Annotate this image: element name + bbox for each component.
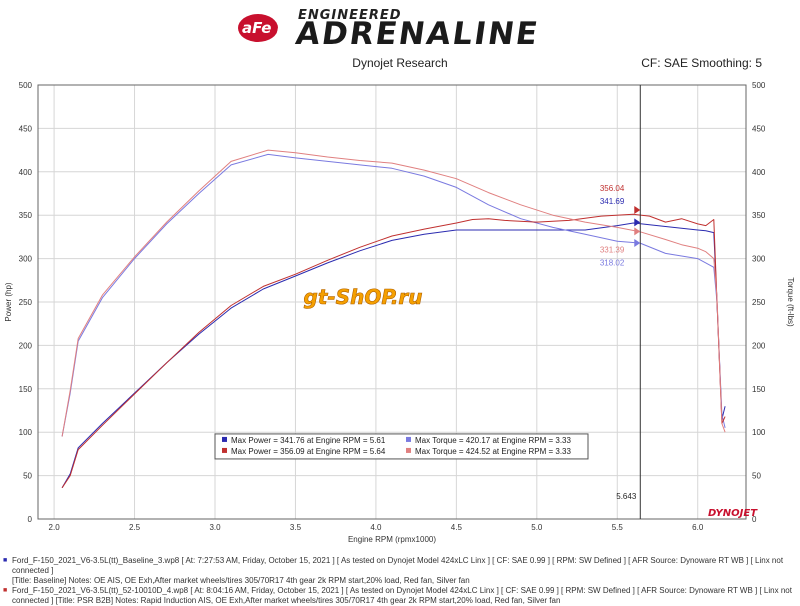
y-tick-label: 500: [19, 81, 33, 90]
plot-frame: [37, 84, 747, 520]
series-line-intake_power: [61, 213, 726, 489]
legend-entry-intake_power: Max Power = 356.09 at Engine RPM = 5.64: [231, 447, 386, 456]
y-tick-label: 0: [28, 515, 33, 524]
legend: Max Power = 341.76 at Engine RPM = 5.61 M…: [214, 433, 589, 460]
cursor-value-baseline_torque: 318.02: [600, 259, 625, 268]
legend-swatch-baseline_torque: [406, 436, 411, 442]
cursor-layer: 5.643 356.04 341.69 331.39 318.02: [600, 85, 641, 519]
cursor-marker-baseline_torque: [634, 238, 641, 247]
y2-tick-label: 0: [752, 515, 757, 524]
y-tick-label: 50: [23, 472, 32, 481]
x-axis-label: Engine RPM (rpmx1000): [348, 535, 436, 544]
series-line-baseline_torque: [61, 153, 726, 437]
cursor-value-intake_power: 356.04: [600, 184, 625, 193]
y2-tick-label: 500: [752, 81, 766, 90]
y2-tick-label: 100: [752, 428, 766, 437]
legend-entry-baseline_torque: Max Torque = 420.17 at Engine RPM = 3.33: [415, 436, 572, 445]
y-tick-label: 450: [19, 124, 33, 133]
x-tick-label: 3.5: [290, 523, 302, 532]
y-tick-label: 350: [19, 211, 33, 220]
cursor-marker-intake_torque: [634, 227, 641, 236]
series-line-intake_torque: [61, 149, 726, 437]
y2-tick-label: 350: [752, 211, 766, 220]
y2-tick-label: 450: [752, 124, 766, 133]
intake-run-notes: connected ] [Title: PSR B2B] Notes: Rapi…: [12, 596, 561, 605]
run-notes: ■ Ford_F-150_2021_V6-3.5L(tt)_Baseline_3…: [0, 556, 800, 606]
y-tick-label: 150: [19, 385, 33, 394]
y-tick-label: 100: [19, 428, 33, 437]
y2-axis-label: Torque (ft-lbs): [786, 277, 795, 327]
afe-logo-text: aFe POWER: [242, 19, 294, 37]
chart-subtitle: Dynojet Research: [352, 56, 448, 70]
baseline-marker-icon: ■: [3, 557, 8, 564]
x-tick-label: 2.0: [49, 523, 61, 532]
baseline-run-notes: [Title: Baseline] Notes: OE AIS, OE Exh,…: [12, 576, 470, 585]
cursor-marker-intake_power: [634, 205, 641, 214]
y-tick-label: 200: [19, 341, 33, 350]
y-axis-label: Power (hp): [4, 282, 13, 321]
dynojet-logo: DYNOJET: [708, 508, 758, 519]
x-tick-label: 6.0: [692, 523, 704, 532]
cursor-marker-baseline_power: [634, 218, 641, 227]
brand-tagline: ENGINEERED: [298, 8, 402, 23]
y2-tick-label: 250: [752, 298, 766, 307]
x-tick-label: 4.0: [370, 523, 382, 532]
y-axis-ticks: 0 50 100 150 200 250 300 350 400 450 500: [19, 81, 33, 524]
x-tick-label: 4.5: [451, 523, 463, 532]
y-tick-label: 250: [19, 298, 33, 307]
series-layer: [61, 149, 726, 489]
y-tick-label: 300: [19, 255, 33, 264]
intake-run-info: Ford_F-150_2021_V6-3.5L(tt)_52-10010D_4.…: [12, 586, 792, 595]
header: aFe POWER ENGINEERED ADRENALINE Dynojet …: [0, 0, 800, 80]
watermark: gt-ShOP.ru: [304, 285, 423, 309]
cursor-value-intake_torque: 331.39: [600, 246, 625, 255]
correction-factor-info: CF: SAE Smoothing: 5: [641, 56, 762, 70]
afe-logo: aFe POWER: [238, 14, 294, 42]
y2-tick-label: 300: [752, 255, 766, 264]
intake-marker-icon: ■: [3, 587, 8, 594]
cursor-rpm-label: 5.643: [616, 492, 637, 501]
baseline-run-info: Ford_F-150_2021_V6-3.5L(tt)_Baseline_3.w…: [12, 556, 784, 575]
legend-entry-baseline_power: Max Power = 341.76 at Engine RPM = 5.61: [231, 436, 386, 445]
brand-title: ADRENALINE: [293, 16, 542, 52]
x-tick-label: 2.5: [129, 523, 141, 532]
x-tick-label: 3.0: [209, 523, 221, 532]
y2-tick-label: 150: [752, 385, 766, 394]
legend-entry-intake_torque: Max Torque = 424.52 at Engine RPM = 3.33: [415, 447, 572, 456]
x-tick-label: 5.5: [612, 523, 624, 532]
x-axis-ticks: 2.0 2.5 3.0 3.5 4.0 4.5 5.0 5.5 6.0: [49, 523, 704, 532]
legend-swatch-baseline_power: [222, 436, 227, 442]
legend-box: [214, 433, 589, 460]
dyno-chart: 2.0 2.5 3.0 3.5 4.0 4.5 5.0 5.5 6.0 0 50 100 150 200…: [4, 81, 795, 544]
y2-tick-label: 50: [752, 472, 761, 481]
y2-axis-ticks: 0 50 100 150 200 250 300 350 400 450 500: [752, 81, 766, 524]
intake-run-note: ■ Ford_F-150_2021_V6-3.5L(tt)_52-10010D_…: [0, 586, 800, 606]
y-tick-label: 400: [19, 168, 33, 177]
cursor-value-baseline_power: 341.69: [600, 197, 625, 206]
x-tick-label: 5.0: [531, 523, 543, 532]
baseline-run-note: ■ Ford_F-150_2021_V6-3.5L(tt)_Baseline_3…: [0, 556, 800, 586]
y2-tick-label: 200: [752, 341, 766, 350]
y2-tick-label: 400: [752, 168, 766, 177]
legend-swatch-intake_power: [222, 447, 227, 453]
legend-swatch-intake_torque: [406, 447, 411, 453]
